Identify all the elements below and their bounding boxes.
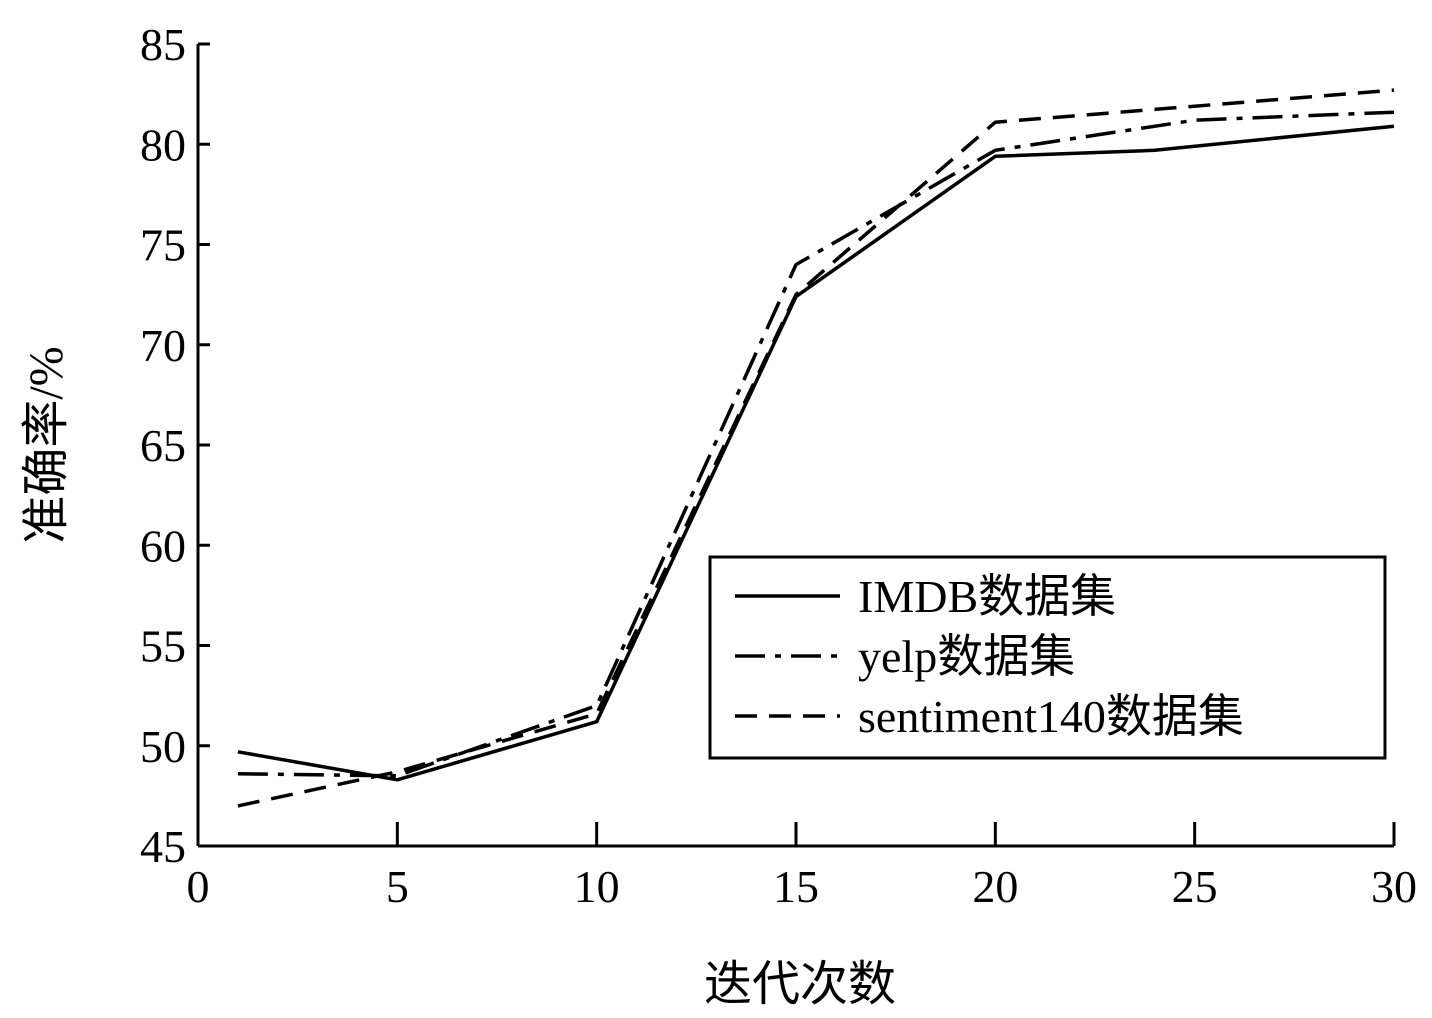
y-tick-label: 80: [140, 119, 186, 170]
x-axis-title: 迭代次数: [704, 958, 896, 1011]
y-tick-label: 70: [140, 320, 186, 371]
y-tick-label: 65: [140, 420, 186, 471]
y-tick-label: 60: [140, 520, 186, 571]
legend: IMDB数据集 yelp数据集 sentiment140数据集: [708, 555, 1387, 760]
legend-label-2: sentiment140数据集: [858, 691, 1244, 742]
y-axis-title: 准确率/%: [20, 346, 73, 543]
y-tick-label: 85: [140, 19, 186, 70]
x-tick-label: 10: [574, 861, 620, 912]
y-tick-label: 55: [140, 621, 186, 672]
series-line-2: [237, 88, 1395, 808]
series-line-1: [237, 110, 1395, 778]
y-ticks: 45 50 55 60 65 70 75 80 85: [140, 19, 210, 872]
legend-box: [708, 555, 1387, 760]
x-tick-label: 30: [1371, 861, 1417, 912]
y-tick-label: 50: [140, 721, 186, 772]
legend-label-1: yelp数据集: [858, 631, 1075, 682]
series-lines: [237, 88, 1395, 808]
x-tick-label: 0: [187, 861, 210, 912]
x-tick-label: 15: [773, 861, 819, 912]
x-tick-label: 5: [386, 861, 409, 912]
x-ticks: 0 5 10 15 20 25 30: [187, 822, 1417, 912]
y-tick-label: 45: [140, 821, 186, 872]
legend-label-0: IMDB数据集: [858, 571, 1116, 622]
x-tick-label: 25: [1172, 861, 1218, 912]
x-tick-label: 20: [972, 861, 1018, 912]
y-tick-label: 75: [140, 220, 186, 271]
